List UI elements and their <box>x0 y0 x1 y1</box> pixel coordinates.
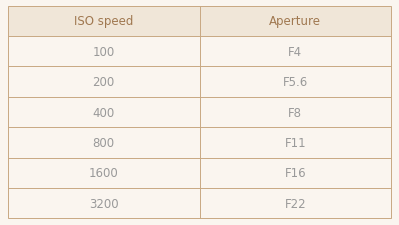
Text: F8: F8 <box>288 106 302 119</box>
Text: 400: 400 <box>93 106 115 119</box>
Text: F22: F22 <box>284 197 306 210</box>
Text: F16: F16 <box>284 166 306 179</box>
Text: F5.6: F5.6 <box>282 76 308 89</box>
Text: 3200: 3200 <box>89 197 119 210</box>
Text: 200: 200 <box>93 76 115 89</box>
Text: F11: F11 <box>284 136 306 149</box>
Text: 1600: 1600 <box>89 166 119 179</box>
Text: 800: 800 <box>93 136 115 149</box>
Text: 100: 100 <box>93 46 115 58</box>
Text: F4: F4 <box>288 46 302 58</box>
Bar <box>8 7 391 37</box>
Text: Aperture: Aperture <box>269 15 321 28</box>
Text: ISO speed: ISO speed <box>74 15 133 28</box>
Bar <box>8 37 391 218</box>
